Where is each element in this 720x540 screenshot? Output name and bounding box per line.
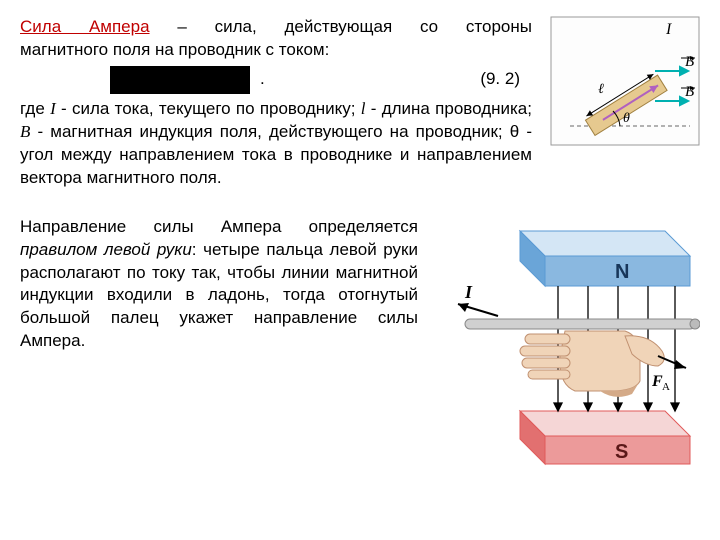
svg-text:S: S: [615, 441, 628, 463]
svg-text:I: I: [464, 282, 473, 302]
var-theta: θ: [510, 122, 519, 141]
svg-text:θ: θ: [623, 111, 630, 126]
variable-explanation: где I - сила тока, текущего по проводник…: [20, 98, 532, 190]
explain-I: - сила тока, текущего по проводнику;: [56, 99, 361, 118]
term-title: Сила Ампера: [20, 17, 150, 36]
current-arrow: I: [458, 282, 498, 316]
explain-l: - длина проводника;: [366, 99, 532, 118]
svg-text:A: A: [662, 381, 670, 393]
svg-text:N: N: [615, 261, 629, 283]
formula-blackbox: [110, 66, 250, 94]
figure-conductor-angle: I B B ℓ θ: [550, 16, 700, 190]
figure-left-hand-rule: N S: [440, 216, 700, 466]
north-pole: N: [520, 231, 690, 286]
conductor-rod: [465, 319, 700, 329]
svg-text:B: B: [685, 84, 694, 100]
svg-text:B: B: [685, 54, 694, 70]
svg-text:I: I: [665, 21, 672, 38]
definition-line2: магнитного поля на проводник с током:: [20, 39, 532, 62]
equation-number: (9. 2): [480, 68, 520, 91]
formula-row: . (9. 2): [20, 66, 532, 94]
south-pole: S: [520, 411, 690, 464]
explain-B: - магнитная индукция поля, действующего …: [30, 122, 509, 141]
def-rest1: – сила, действующая со стороны: [150, 17, 532, 36]
left-hand: [520, 331, 664, 397]
definition-line1: Сила Ампера – сила, действующая со сторо…: [20, 16, 532, 39]
formula-period: .: [260, 68, 265, 91]
left-hand-rule-text: Направление силы Ампера определяется пра…: [20, 216, 418, 354]
rule-pre: Направление силы Ампера определяется: [20, 217, 418, 236]
var-B: B: [20, 122, 30, 141]
explain-pre: где: [20, 99, 50, 118]
svg-text:ℓ: ℓ: [598, 82, 604, 97]
rule-name: правилом левой руки: [20, 240, 192, 259]
